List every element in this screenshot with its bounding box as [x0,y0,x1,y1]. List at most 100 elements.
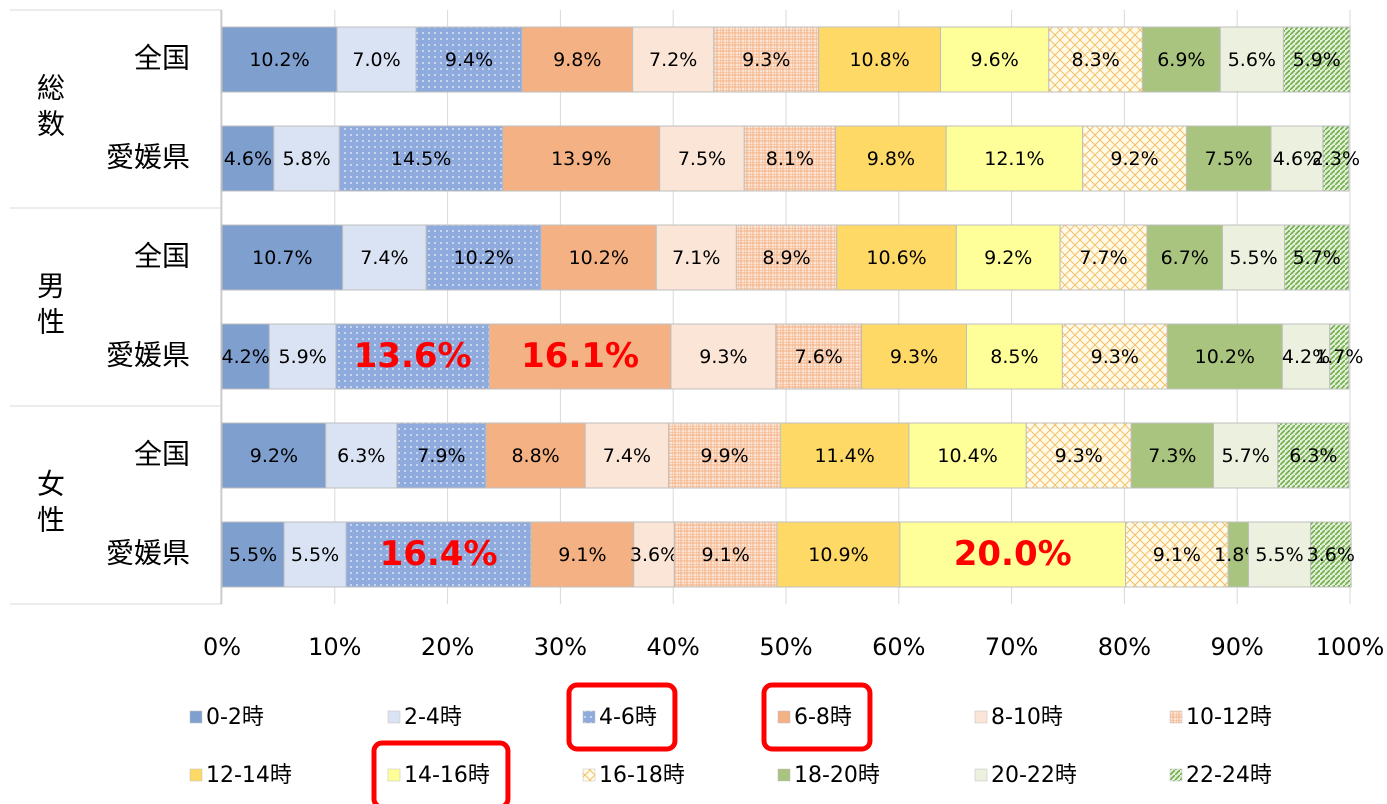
legend-highlight [371,740,511,804]
x-tick-label: 60% [872,633,925,661]
data-label: 10.7% [252,247,312,269]
bar-segment [488,323,672,390]
bar-segment [1322,125,1350,192]
data-label: 5.5% [1229,247,1277,269]
data-label: 9.4% [445,49,493,71]
data-label: 9.8% [867,148,915,170]
x-tick-label: 50% [759,633,812,661]
data-label: 7.7% [1079,247,1127,269]
data-label: 7.0% [352,49,400,71]
data-label: 10.2% [569,247,629,269]
data-label: 5.5% [291,544,339,566]
data-label: 7.4% [360,247,408,269]
x-tick-label: 40% [647,633,700,661]
legend-label: 0-2時 [206,705,264,730]
bar-segment [1185,125,1272,192]
bar-segment [396,422,487,489]
bar-segment [342,224,427,291]
bar-segment [221,224,344,291]
bar-segment [1082,125,1187,192]
legend-swatch [189,768,203,782]
legend-swatch [1169,710,1183,724]
data-label: 4.6% [224,148,272,170]
data-label: 8.9% [762,247,810,269]
x-tick-label: 100% [1316,633,1385,661]
data-label: 12.1% [984,148,1044,170]
bar-segment [743,125,837,192]
bar-segment [659,125,745,192]
legend-label: 20-22時 [991,763,1077,788]
data-label: 5.8% [282,148,330,170]
legend-label: 12-14時 [206,763,292,788]
bar-segment [1329,323,1350,390]
data-label: 10.8% [849,49,909,71]
data-label: 4.6% [1273,148,1321,170]
bar-segment [861,323,967,390]
data-label: 7.3% [1148,445,1196,467]
bar-segment [1247,521,1312,588]
legend-swatch [582,768,596,782]
legend-highlight [566,682,678,752]
bar-segment [283,521,347,588]
bar-segment [955,224,1061,291]
bar-segment [1282,26,1351,93]
data-label: 9.1% [702,544,750,566]
bar-segment [1141,26,1221,93]
bar-segment [655,224,737,291]
bar-segment [502,125,661,192]
category-label: 愛媛県 [106,141,190,174]
bar-segment [338,125,504,192]
bar-segment [836,224,957,291]
legend-label: 6-8時 [794,705,852,730]
data-label: 3.6% [630,544,678,566]
data-label: 9.1% [558,544,606,566]
data-label: 9.1% [1153,544,1201,566]
data-label: 9.3% [890,346,938,368]
bar-segment [1125,521,1229,588]
bar-segment [673,521,778,588]
data-label: 9.9% [700,445,748,467]
bar-segment [940,26,1050,93]
legend-label: 14-16時 [404,763,490,788]
data-label: 4.2% [1282,346,1330,368]
data-label: 7.6% [795,346,843,368]
category-label: 全国 [134,438,190,471]
bar-segment [633,521,675,588]
data-label: 16.4% [380,534,498,574]
x-tick-label: 80% [1098,633,1151,661]
data-label: 20.0% [954,534,1072,574]
data-label: 11.4% [814,445,874,467]
bar-segment [268,323,337,390]
data-label: 5.6% [1228,49,1276,71]
data-label: 8.8% [511,445,559,467]
data-label: 9.3% [742,49,790,71]
x-tick-label: 10% [308,633,361,661]
bar-segment [273,125,340,192]
x-tick-label: 30% [534,633,587,661]
data-label: 4.2% [222,346,270,368]
legend-label: 18-20時 [794,763,880,788]
data-label: 8.3% [1071,49,1119,71]
data-label: 10.2% [454,247,514,269]
category-label: 全国 [134,42,190,75]
legend-swatch [777,710,791,724]
bar-segment [965,323,1063,390]
data-label: 7.2% [649,49,697,71]
legend-swatch [1169,768,1183,782]
data-label: 8.5% [990,346,1038,368]
bar-segment [713,26,820,93]
legend-highlight [761,682,873,752]
bar-segment [221,125,275,192]
legend-swatch [974,710,988,724]
data-label: 6.3% [1289,445,1337,467]
bar-segment [345,521,532,588]
data-label: 9.3% [1055,445,1103,467]
category-label: 全国 [134,240,190,273]
legend-label: 10-12時 [1186,705,1272,730]
data-label: 16.1% [521,336,639,376]
bar-segment [485,422,586,489]
legend-label: 2-4時 [404,705,462,730]
data-label: 5.7% [1222,445,1270,467]
legend-swatch [974,768,988,782]
